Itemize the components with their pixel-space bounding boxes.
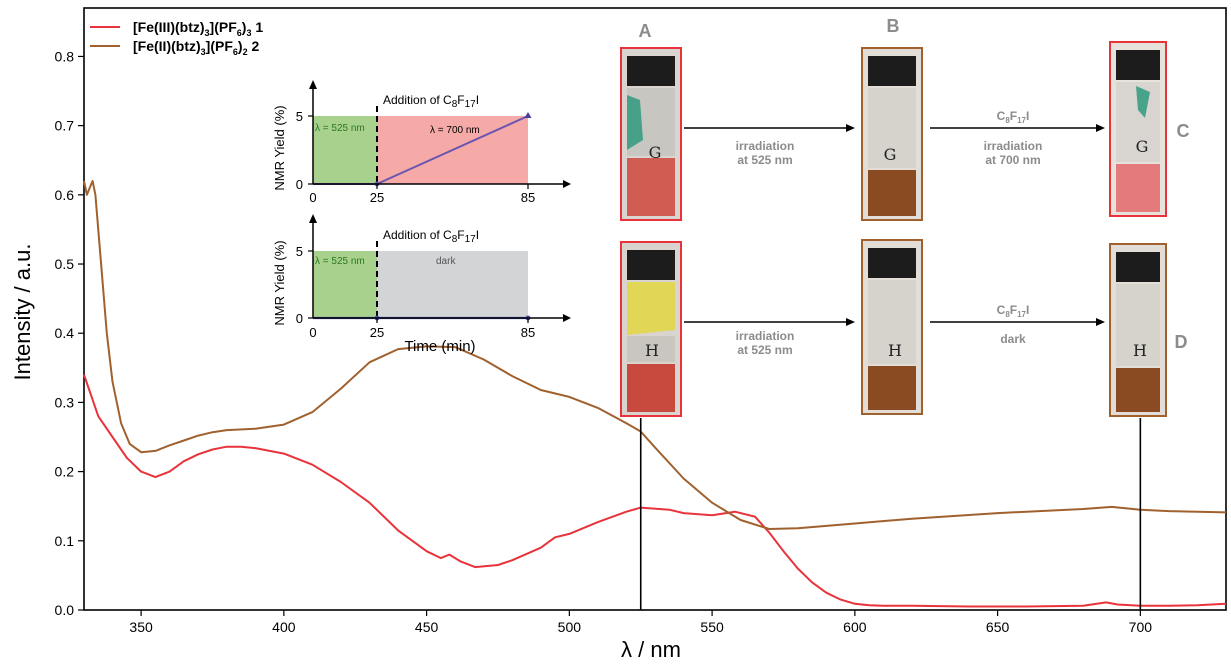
inset-bottom-ylabel: NMR Yield (%) bbox=[272, 240, 287, 325]
svg-text:G: G bbox=[884, 145, 897, 164]
vial-photo-a-bottom: H bbox=[620, 241, 682, 417]
legend-label-series-1: [Fe(III)(btz)3](PF6)3 1 bbox=[133, 19, 263, 38]
svg-text:H: H bbox=[1133, 341, 1147, 360]
arrow-bottom-left-head bbox=[846, 318, 855, 326]
series-line-2 bbox=[83, 180, 1227, 530]
inset-top-green-region bbox=[313, 116, 377, 184]
x-tick-label-500: 500 bbox=[558, 619, 582, 635]
y-tick-label-0.3: 0.3 bbox=[55, 394, 75, 410]
inset-bottom-xlabel: Time (min) bbox=[404, 338, 475, 355]
y-tick-label-0.2: 0.2 bbox=[55, 464, 75, 480]
inset-top-y-arrowhead bbox=[309, 80, 317, 89]
vial-photo-c-top: G bbox=[1109, 41, 1167, 217]
inset-top-xtick-label-85: 85 bbox=[521, 190, 535, 205]
x-tick-label-400: 400 bbox=[272, 619, 296, 635]
y-tick-label-0.0: 0.0 bbox=[55, 602, 75, 618]
arrow-top-right-head bbox=[1096, 124, 1105, 132]
inset-bottom-xtick-label-25: 25 bbox=[370, 325, 384, 340]
inset-bottom-xtick-label-85: 85 bbox=[521, 325, 535, 340]
inset-bottom-xtick-label-0: 0 bbox=[309, 325, 316, 340]
svg-text:G: G bbox=[649, 143, 662, 162]
inset-bottom-ytick-label-0: 0 bbox=[296, 311, 303, 326]
arrow-top-right-line1: irradiation bbox=[984, 139, 1043, 153]
y-tick-label-0.8: 0.8 bbox=[55, 48, 75, 64]
arrow-bottom-right-head bbox=[1096, 318, 1105, 326]
arrow-top-right-line2: at 700 nm bbox=[985, 153, 1040, 167]
y-axis-ticks: 0.0 0.1 0.2 0.3 0.4 0.5 0.6 0.7 0.8 bbox=[55, 48, 84, 618]
inset-bottom-ytick-label-5: 5 bbox=[296, 244, 303, 259]
inset-bottom-green-region bbox=[313, 251, 377, 318]
y-tick-label-0.1: 0.1 bbox=[55, 533, 75, 549]
inset-top-ytick-label-0: 0 bbox=[296, 177, 303, 192]
x-tick-label-700: 700 bbox=[1129, 619, 1153, 635]
svg-text:G: G bbox=[1136, 137, 1149, 156]
panel-label-c: C bbox=[1177, 121, 1190, 141]
x-tick-label-650: 650 bbox=[986, 619, 1010, 635]
inset-top-x-arrowhead bbox=[563, 180, 571, 188]
panel-label-d: D bbox=[1175, 332, 1188, 352]
inset-bottom-addition-label: Addition of C8F17I bbox=[383, 228, 479, 245]
x-tick-label-350: 350 bbox=[129, 619, 153, 635]
y-tick-label-0.7: 0.7 bbox=[55, 118, 75, 134]
y-tick-label-0.5: 0.5 bbox=[55, 256, 75, 272]
inset-top-green-label: λ = 525 nm bbox=[315, 123, 365, 134]
x-tick-label-450: 450 bbox=[415, 619, 439, 635]
series-line-1 bbox=[83, 374, 1227, 608]
arrow-bottom-right-line1: dark bbox=[1000, 332, 1026, 346]
arrow-top-left-line1: irradiation bbox=[736, 139, 795, 153]
inset-bottom-dark-region bbox=[377, 251, 528, 318]
x-tick-label-600: 600 bbox=[843, 619, 867, 635]
svg-text:H: H bbox=[888, 341, 902, 360]
y-tick-label-0.4: 0.4 bbox=[55, 325, 75, 341]
panel-label-a: A bbox=[639, 21, 652, 41]
svg-text:H: H bbox=[645, 341, 659, 360]
vial-photo-b-bottom: H bbox=[861, 239, 923, 415]
legend-label-series-2: [Fe(II)(btz)3](PF6)2 2 bbox=[133, 38, 259, 57]
inset-top-point-end bbox=[524, 112, 532, 118]
inset-bottom-green-label: λ = 525 nm bbox=[315, 256, 365, 267]
inset-top-yield-line bbox=[376, 115, 529, 185]
main-plot: 350 400 450 500 550 600 650 700 0.00.10.20.30.4… bbox=[10, 7, 1227, 662]
inset-top-ytick-label-5: 5 bbox=[296, 109, 303, 124]
panel-label-b: B bbox=[887, 16, 900, 36]
arrow-top-left-line2: at 525 nm bbox=[737, 153, 792, 167]
inset-top-right-label: λ = 700 nm bbox=[430, 125, 480, 136]
legend: [Fe(III)(btz)3](PF6)3 1 [Fe(II)(btz)3](P… bbox=[90, 19, 263, 57]
inset-bottom: 5 0 0 25 85 NMR Yield (%) Addition of C8… bbox=[272, 214, 571, 355]
plot-frame bbox=[83, 7, 1227, 611]
arrow-bottom-right-reagent: C8F17I bbox=[997, 303, 1030, 319]
arrow-top-left-head bbox=[846, 124, 855, 132]
vial-photo-b-top: G bbox=[861, 47, 923, 221]
x-axis-title: λ / nm bbox=[621, 637, 681, 662]
arrow-bottom-left-line1: irradiation bbox=[736, 329, 795, 343]
vial-photo-a-top: G bbox=[620, 47, 682, 221]
x-tick-label-550: 550 bbox=[700, 619, 724, 635]
y-axis-title: Intensity / a.u. bbox=[10, 244, 35, 381]
inset-bottom-dark-label: dark bbox=[436, 256, 456, 267]
inset-bottom-x-arrowhead bbox=[563, 314, 571, 322]
inset-top-xtick-label-25: 25 bbox=[370, 190, 384, 205]
inset-top-ylabel: NMR Yield (%) bbox=[272, 105, 287, 190]
arrow-top-right-reagent: C8F17I bbox=[997, 109, 1030, 125]
marker-lines bbox=[639, 418, 1142, 610]
inset-bottom-y-arrowhead bbox=[309, 214, 317, 223]
inset-top-xtick-label-0: 0 bbox=[309, 190, 316, 205]
y-tick-label-0.6: 0.6 bbox=[55, 187, 75, 203]
arrow-bottom-left-line2: at 525 nm bbox=[737, 343, 792, 357]
inset-top-addition-label: Addition of C8F17I bbox=[383, 93, 479, 110]
vial-photos: G G G H bbox=[620, 16, 1190, 417]
vial-photo-d-bottom: H bbox=[1109, 243, 1167, 417]
series-layer bbox=[83, 180, 1227, 608]
inset-top: 5 0 0 25 85 NMR Yield (%) Addition of C8… bbox=[272, 80, 571, 205]
x-axis-ticks: 350 400 450 500 550 600 650 700 bbox=[129, 610, 1152, 635]
